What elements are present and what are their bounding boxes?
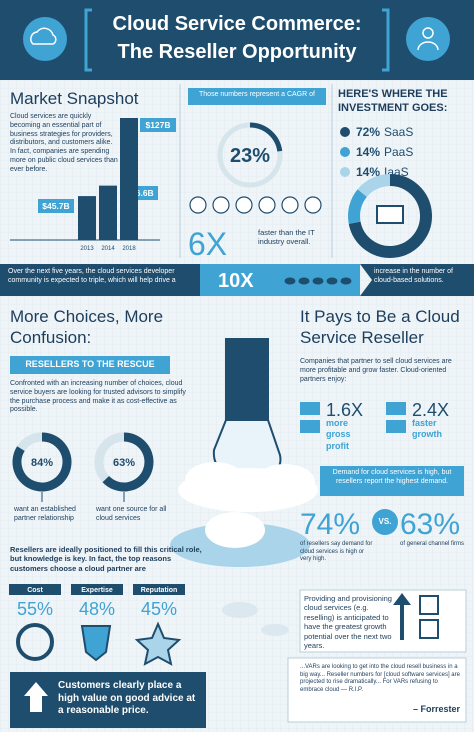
reason-name: Expertise (81, 587, 113, 594)
cloud-icon (340, 277, 352, 285)
money-icon (300, 420, 320, 433)
reason-percent: 48% (79, 599, 115, 619)
paragraph: Resellers are ideally positioned to fill… (10, 545, 202, 573)
cloud-icon (312, 277, 324, 285)
value-label: $45.7B (42, 201, 69, 211)
clock-icon (281, 196, 299, 214)
year-label: 2014 (101, 246, 115, 252)
investment-percent: 14% (356, 165, 380, 179)
paragraph: Cloud services are quickly becoming an e… (10, 113, 118, 173)
reason-name: Cost (27, 587, 43, 594)
compare-text: of general channel firms (400, 541, 465, 547)
cagr-label: 23% (230, 145, 270, 167)
money-icon (386, 420, 406, 433)
cloud-icon (326, 277, 338, 285)
clock-icon (235, 196, 253, 214)
demand-text: Demand for cloud services is high, but r… (332, 469, 452, 485)
banner-right: increase in the number of cloud-based so… (374, 268, 453, 284)
year-label: 2013 (80, 246, 94, 252)
compare-text: of resellers say demand for cloud servic… (300, 541, 373, 562)
stat-value: 2.4X (412, 400, 449, 420)
legend-icon (340, 167, 350, 177)
bar (120, 118, 138, 240)
reason-percent: 45% (141, 599, 177, 619)
reason-box (9, 584, 61, 595)
stat-value: 1.6X (326, 400, 363, 420)
bar (99, 185, 117, 240)
title-line-2: The Reseller Opportunity (117, 41, 357, 63)
cloud-icon (298, 277, 310, 285)
legend-icon (340, 127, 350, 137)
caption: Those numbers represent a CAGR of (199, 91, 315, 98)
subtitle: RESELLERS TO THE RESCUE (25, 359, 155, 369)
donut-arc (102, 432, 154, 492)
clock-icon (304, 196, 322, 214)
legend-icon (340, 147, 350, 157)
banner-left: Over the next five years, the cloud serv… (8, 268, 176, 284)
year-label: 2018 (122, 246, 136, 252)
donut-arc (357, 174, 391, 198)
bar (78, 196, 96, 240)
stat-text: faster growth (412, 418, 442, 440)
donut-caption: want an established partner relationship (14, 506, 76, 522)
reason-box (71, 584, 123, 595)
compare-value: 74% (300, 508, 360, 541)
banner-highlight: 10X (218, 270, 254, 292)
paragraph: Confronted with an increasing number of … (10, 380, 186, 414)
vs: VS. (378, 517, 392, 526)
reason-name: Reputation (141, 587, 178, 594)
investment-name: IaaS (384, 165, 409, 179)
section-title: It Pays to Be a Cloud Service Reseller (300, 307, 460, 348)
cloud-icon (284, 277, 296, 285)
donut-arc (12, 432, 72, 492)
money-icon (386, 402, 406, 415)
donut-label: 63% (113, 457, 135, 469)
donut-label: 84% (31, 457, 53, 469)
investment-title: HERE'S WHERE THE INVESTMENT GOES: (338, 88, 448, 114)
donut-caption: want one source for all cloud services (96, 506, 167, 522)
growth-text: Providing and provisioning cloud service… (304, 594, 392, 650)
donut-arc (249, 122, 283, 152)
investment-percent: 14% (356, 145, 380, 159)
investment-name: SaaS (384, 125, 413, 139)
reason-box (133, 584, 185, 595)
investment-name: PaaS (384, 145, 413, 159)
value-label: $56.6B (126, 188, 153, 198)
clock-icon (258, 196, 276, 214)
header-band (0, 0, 474, 80)
investment-percent: 72% (356, 125, 380, 139)
quote-source: – Forrester (412, 704, 460, 714)
clock-icon (212, 196, 230, 214)
donut-arc (348, 189, 368, 224)
value-label-box (38, 199, 74, 213)
clock-icon (189, 196, 207, 214)
reason-percent: 55% (17, 599, 53, 619)
multiplier-text: faster than the IT industry overall. (258, 228, 315, 247)
callout: Customers clearly place a high value on … (58, 680, 196, 716)
multiplier: 6X (188, 226, 228, 262)
section-title: Market Snapshot (10, 89, 139, 108)
value-label: $127B (145, 120, 170, 130)
section-title: More Choices, More Confusion: (10, 307, 164, 348)
quote: ...VARs are looking to get into the clou… (300, 664, 460, 693)
screen-icon (376, 205, 404, 224)
title-line-1: Cloud Service Commerce: (112, 13, 362, 35)
donut-arc (348, 174, 432, 258)
value-label-box (140, 118, 176, 132)
stat-text: more gross profit (326, 418, 351, 451)
money-icon (300, 402, 320, 415)
compare-value: 63% (400, 508, 460, 541)
paragraph: Companies that partner to sell cloud ser… (300, 358, 452, 383)
